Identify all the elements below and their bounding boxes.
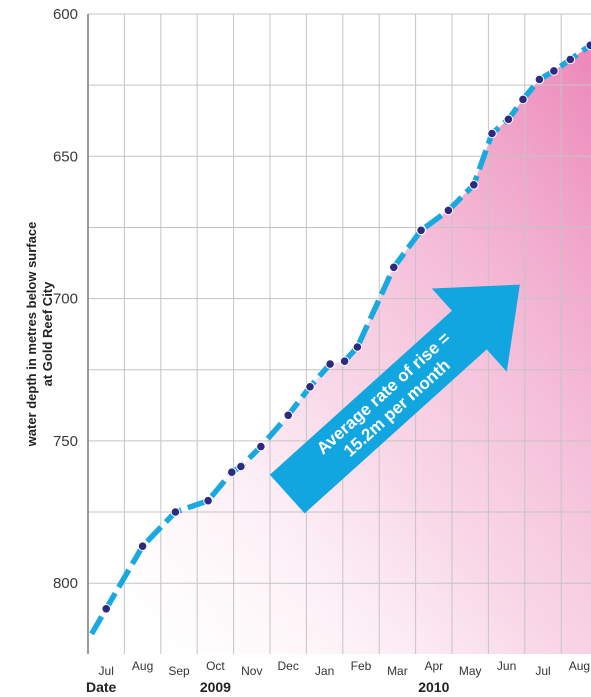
y-tick-label: 800	[53, 575, 78, 592]
y-tick-label: 600	[53, 6, 78, 23]
shaded-area	[91, 36, 591, 655]
data-point	[389, 262, 399, 273]
x-start-label: Date	[86, 679, 117, 695]
y-axis-label-line2: at Gold Reef City	[40, 281, 55, 387]
data-point	[256, 441, 266, 452]
x-tick-labels: Jul Aug Sep Oct Nov Dec Jan Feb Mar Apr May Jun Jul A…	[99, 659, 591, 678]
x-tick-label: Jul	[99, 664, 114, 678]
data-point	[352, 342, 363, 352]
data-point	[487, 128, 497, 139]
y-tick-label: 700	[53, 291, 78, 308]
arrow-shape	[269, 284, 520, 514]
data-point	[227, 467, 237, 478]
data-point	[416, 225, 426, 236]
data-point	[443, 205, 454, 216]
data-point	[549, 66, 559, 76]
data-point	[339, 356, 350, 367]
data-point	[170, 507, 181, 517]
x-tick-label: Oct	[206, 659, 225, 673]
data-point	[585, 40, 591, 51]
data-point	[305, 382, 315, 392]
x-tick-label: Jun	[497, 659, 516, 673]
data-point	[283, 410, 294, 421]
x-tick-label: Aug	[132, 659, 153, 673]
x-tick-label: Jul	[535, 664, 550, 678]
y-tick-labels: 600 650 700 750 800	[53, 6, 78, 592]
data-point	[137, 541, 148, 552]
year-label: 2009	[200, 679, 231, 695]
data-point	[534, 74, 545, 85]
data-point	[503, 114, 514, 125]
data-point	[203, 495, 213, 506]
data-point	[101, 604, 111, 614]
x-tick-label: Jan	[315, 664, 334, 678]
grid	[88, 13, 591, 654]
x-tick-label: May	[459, 664, 482, 678]
y-tick-label: 750	[53, 433, 78, 450]
x-tick-label: Feb	[351, 659, 372, 673]
y-tick-label: 650	[53, 148, 78, 165]
data-point	[565, 54, 576, 65]
data-point	[236, 461, 246, 472]
data-point	[469, 180, 479, 190]
x-tick-label: Aug	[569, 659, 590, 673]
year-label: 2010	[418, 679, 449, 695]
x-tick-label: Nov	[241, 664, 262, 678]
y-axis-label-line1: water depth in metres below surface	[24, 222, 39, 448]
x-tick-label: Mar	[387, 664, 408, 678]
data-point	[518, 94, 528, 105]
data-point	[325, 359, 335, 369]
x-tick-label: Sep	[168, 664, 190, 678]
data-points	[101, 40, 591, 614]
year-labels: 2009 2010	[200, 679, 450, 695]
x-tick-label: Apr	[424, 659, 443, 673]
x-tick-label: Dec	[278, 659, 299, 673]
